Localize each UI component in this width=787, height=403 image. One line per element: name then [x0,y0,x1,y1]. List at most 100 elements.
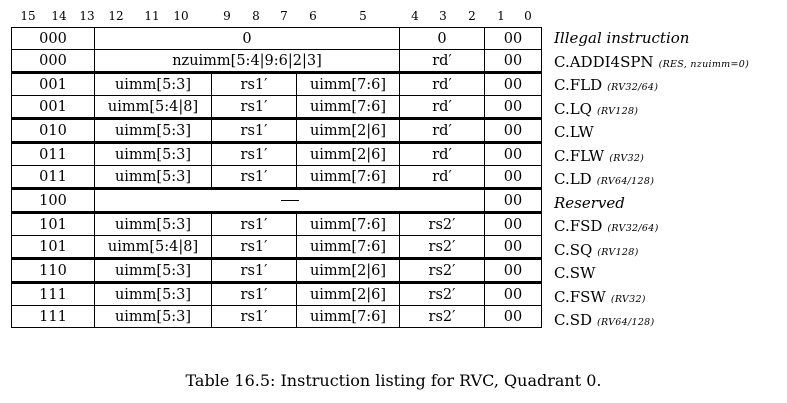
instruction-note: (RV64/128) [597,317,655,328]
field-cell: nzuimm[5:4|9:6|2|3] [94,49,400,73]
field-cell: rs2′ [399,257,485,283]
instruction-name-row: C.SD (RV64/128) [554,309,749,333]
funct3-cell: 000 [11,49,95,73]
field-cell: rs2′ [399,235,485,259]
opcode-cell: 00 [484,211,542,236]
table-row: 110 uimm[5:3] rs1′ uimm[2|6] rs2′ 00 [11,257,542,283]
field-cell: rs1′ [211,235,297,259]
opcode-cell: 00 [484,49,542,73]
instruction-note: (RV128) [596,105,639,117]
instruction-name: C.ADDI4SPN [554,52,654,71]
encoding-table: 000 0 0 00 000 nzuimm[5:4|9:6|2|3] rd′ 0… [11,27,542,328]
instruction-name: C.SD [554,311,593,329]
field-cell: uimm[7:6] [296,235,400,259]
funct3-cell: 100 [11,187,95,213]
field-cell: rs2′ [399,305,485,328]
field-cell: uimm[5:4|8] [94,235,212,259]
instruction-name-row: C.SW [554,262,749,286]
instruction-name-row: C.LW [554,121,749,145]
instruction-note: (RV32/64) [607,82,659,93]
instruction-note: (RV32/64) [607,223,659,234]
opcode-cell: 00 [484,27,542,50]
funct3-cell: 111 [11,305,95,328]
table-row: 001 uimm[5:4|8] rs1′ uimm[7:6] rd′ 00 [11,95,542,119]
table-row: 100 00 [11,187,542,213]
bit-number: 8 [252,9,260,23]
bit-number: 4 [411,9,419,23]
instruction-name-row: C.FSD (RV32/64) [554,215,749,239]
instruction-name: C.FSW [554,287,606,306]
instruction-name: C.LQ [554,99,592,118]
field-cell: uimm[5:4|8] [94,95,212,119]
field-cell: uimm[7:6] [296,71,400,96]
field-cell: rd′ [399,71,485,96]
field-cell: rs1′ [211,257,297,283]
instruction-note: (RV64/128) [596,176,655,187]
funct3-cell: 111 [11,281,95,306]
field-cell: rs1′ [211,211,297,236]
field-cell: uimm[7:6] [296,305,400,328]
instruction-note: (RV128) [597,246,639,258]
bit-number: 7 [280,9,288,23]
opcode-cell: 00 [484,281,542,306]
instruction-name: Reserved [554,193,625,212]
bit-number: 15 [20,9,36,23]
table-row: 011 uimm[5:3] rs1′ uimm[2|6] rd′ 00 [11,141,542,166]
table-row: 111 uimm[5:3] rs1′ uimm[7:6] rs2′ 00 [11,305,542,328]
instruction-name: C.LW [554,123,594,141]
instruction-name-row: C.LD (RV64/128) [554,168,749,192]
field-cell: uimm[5:3] [94,117,212,143]
table-row: 101 uimm[5:3] rs1′ uimm[7:6] rs2′ 00 [11,211,542,236]
field-cell: rs1′ [211,141,297,166]
instruction-name: C.FSD [554,217,603,235]
instruction-name-row: C.FLW (RV32) [554,145,749,169]
instruction-name-row: C.FSW (RV32) [554,286,749,310]
funct3-cell: 101 [11,211,95,236]
field-cell: uimm[5:3] [94,211,212,236]
funct3-cell: 000 [11,27,95,50]
opcode-cell: 00 [484,71,542,96]
instruction-name: Illegal instruction [554,29,690,47]
reserved-dash-cell [94,187,485,213]
instruction-name-row: Illegal instruction [554,27,749,51]
bit-number: 9 [223,9,231,23]
bit-number: 6 [309,9,317,23]
bit-number: 12 [108,9,124,23]
field-cell: uimm[5:3] [94,165,212,189]
field-cell: uimm[5:3] [94,281,212,306]
field-cell: rs1′ [211,305,297,328]
funct3-cell: 110 [11,257,95,283]
instruction-note: (RV32) [610,293,646,305]
instruction-name-row: C.SQ (RV128) [554,239,749,263]
field-cell: rd′ [399,117,485,143]
field-cell: uimm[5:3] [94,305,212,328]
field-cell: uimm[2|6] [296,281,400,306]
bit-number: 14 [51,9,67,23]
opcode-cell: 00 [484,257,542,283]
field-cell: rs2′ [399,281,485,306]
table-row: 011 uimm[5:3] rs1′ uimm[7:6] rd′ 00 [11,165,542,189]
table-row: 001 uimm[5:3] rs1′ uimm[7:6] rd′ 00 [11,71,542,96]
field-cell: rs1′ [211,281,297,306]
opcode-cell: 00 [484,235,542,259]
instruction-name: C.FLW [554,146,605,165]
bit-number: 13 [79,9,95,23]
funct3-cell: 011 [11,165,95,189]
funct3-cell: 001 [11,95,95,119]
funct3-cell: 010 [11,117,95,143]
field-cell: uimm[7:6] [296,95,400,119]
instruction-name-row: C.FLD (RV32/64) [554,74,749,98]
field-cell: rd′ [399,49,485,73]
opcode-cell: 00 [484,95,542,119]
field-cell: 0 [94,27,400,50]
table-row: 000 nzuimm[5:4|9:6|2|3] rd′ 00 [11,49,542,73]
instruction-name: C.LD [554,170,592,188]
table-row: 010 uimm[5:3] rs1′ uimm[2|6] rd′ 00 [11,117,542,143]
bit-number: 10 [173,9,189,23]
instruction-name: C.SW [554,264,596,282]
field-cell: rd′ [399,95,485,119]
field-cell: rs1′ [211,95,297,119]
field-cell: uimm[5:3] [94,141,212,166]
table-row: 101 uimm[5:4|8] rs1′ uimm[7:6] rs2′ 00 [11,235,542,259]
opcode-cell: 00 [484,305,542,328]
